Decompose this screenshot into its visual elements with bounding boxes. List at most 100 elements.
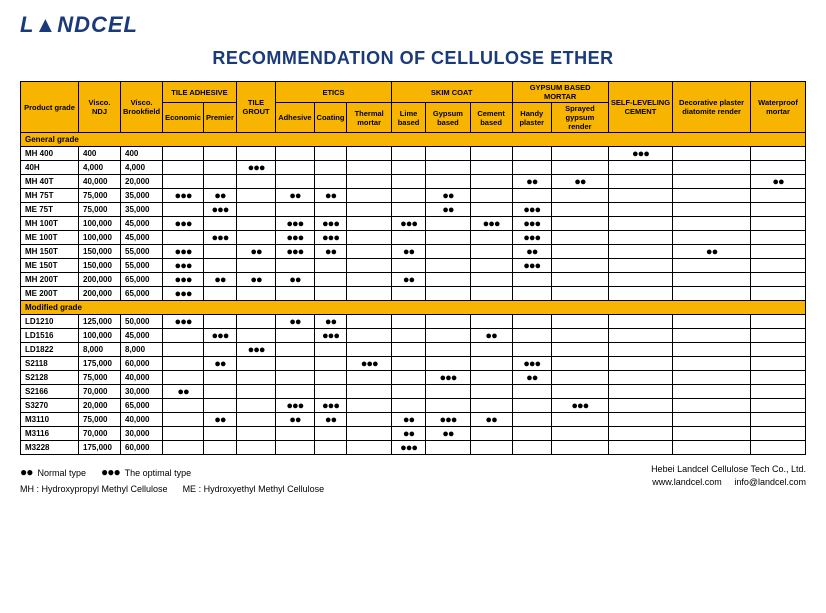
recommendation-table: Product grade Visco. NDJ Visco. Brookfie… <box>20 81 806 455</box>
company-site: www.landcel.com <box>652 477 722 487</box>
cell-grade: M3116 <box>21 427 79 441</box>
cell-value <box>314 175 347 189</box>
cell-grade: S2128 <box>21 371 79 385</box>
th-gypsum-mortar: GYPSUM BASED MORTAR <box>512 82 608 103</box>
cell-value <box>673 357 751 371</box>
cell-value <box>314 287 347 301</box>
cell-value: ●●● <box>512 203 551 217</box>
cell-value <box>163 399 204 413</box>
cell-value <box>276 441 314 455</box>
cell-value: ●● <box>470 413 512 427</box>
cell-value <box>551 245 608 259</box>
cell-ndj: 4,000 <box>79 161 121 175</box>
cell-value <box>236 427 275 441</box>
cell-ndj: 75,000 <box>79 203 121 217</box>
cell-value <box>203 441 236 455</box>
cell-ndj: 20,000 <box>79 399 121 413</box>
cell-value <box>347 273 391 287</box>
cell-value <box>426 175 470 189</box>
cell-value <box>347 329 391 343</box>
cell-value: ●● <box>276 413 314 427</box>
cell-ndj: 125,000 <box>79 315 121 329</box>
cell-value <box>751 217 806 231</box>
cell-value <box>426 315 470 329</box>
cell-value: ●●● <box>426 371 470 385</box>
cell-value <box>314 273 347 287</box>
cell-ndj: 175,000 <box>79 441 121 455</box>
table-body: General gradeMH 400400400●●●40H4,0004,00… <box>21 133 806 455</box>
cell-value <box>751 329 806 343</box>
cell-ndj: 70,000 <box>79 385 121 399</box>
th-thermal-mortar: Thermal mortar <box>347 103 391 133</box>
cell-value <box>236 203 275 217</box>
cell-value <box>608 259 672 273</box>
legend-mh: MH : Hydroxypropyl Methyl Cellulose <box>20 484 168 494</box>
cell-brookfield: 400 <box>121 147 163 161</box>
cell-value <box>551 315 608 329</box>
cell-value <box>347 175 391 189</box>
cell-value <box>673 315 751 329</box>
cell-value <box>276 147 314 161</box>
cell-value <box>426 245 470 259</box>
cell-value: ●● <box>512 371 551 385</box>
th-premier: Premier <box>203 103 236 133</box>
cell-value <box>236 217 275 231</box>
cell-ndj: 8,000 <box>79 343 121 357</box>
cell-grade: MH 200T <box>21 273 79 287</box>
cell-grade: S3270 <box>21 399 79 413</box>
cell-value: ●●● <box>512 231 551 245</box>
cell-value <box>163 175 204 189</box>
cell-value: ●● <box>203 273 236 287</box>
cell-value <box>673 147 751 161</box>
cell-value <box>276 371 314 385</box>
cell-value <box>673 385 751 399</box>
cell-value <box>551 189 608 203</box>
cell-value: ●●● <box>236 343 275 357</box>
brand-logo: L▲NDCEL <box>20 12 806 38</box>
cell-value <box>163 441 204 455</box>
table-row: S2118175,00060,000●●●●●●●● <box>21 357 806 371</box>
cell-value <box>236 399 275 413</box>
cell-value <box>391 189 425 203</box>
table-row: LD1516100,00045,000●●●●●●●● <box>21 329 806 343</box>
cell-brookfield: 55,000 <box>121 245 163 259</box>
cell-value <box>673 329 751 343</box>
cell-value <box>203 259 236 273</box>
cell-ndj: 175,000 <box>79 357 121 371</box>
table-row: ME 100T100,00045,000●●●●●●●●●●●● <box>21 231 806 245</box>
th-gypsum-based: Gypsum based <box>426 103 470 133</box>
cell-brookfield: 35,000 <box>121 203 163 217</box>
cell-value <box>314 357 347 371</box>
cell-ndj: 75,000 <box>79 413 121 427</box>
cell-value <box>347 259 391 273</box>
cell-value <box>512 441 551 455</box>
cell-value: ●●● <box>163 189 204 203</box>
table-row: LD18228,0008,000●●● <box>21 343 806 357</box>
cell-value <box>551 161 608 175</box>
cell-value <box>426 273 470 287</box>
table-row: S327020,00065,000●●●●●●●●● <box>21 399 806 413</box>
cell-ndj: 100,000 <box>79 329 121 343</box>
cell-value <box>608 189 672 203</box>
cell-value <box>551 147 608 161</box>
table-row: S212875,00040,000●●●●● <box>21 371 806 385</box>
table-row: MH 400400400●●● <box>21 147 806 161</box>
cell-value <box>203 343 236 357</box>
section-row: Modified grade <box>21 301 806 315</box>
cell-brookfield: 60,000 <box>121 441 163 455</box>
cell-value <box>236 413 275 427</box>
cell-value <box>426 161 470 175</box>
cell-value <box>470 399 512 413</box>
th-skim-coat: SKIM COAT <box>391 82 512 103</box>
cell-value <box>426 147 470 161</box>
cell-value <box>276 329 314 343</box>
cell-value: ●●● <box>391 441 425 455</box>
cell-value <box>751 343 806 357</box>
cell-value <box>673 161 751 175</box>
cell-value <box>751 203 806 217</box>
legend: ●● Normal type ●●● The optimal type MH :… <box>20 463 806 497</box>
th-coating: Coating <box>314 103 347 133</box>
cell-value <box>391 329 425 343</box>
company-name: Hebei Landcel Cellulose Tech Co., Ltd. <box>651 463 806 476</box>
cell-value: ●● <box>314 315 347 329</box>
